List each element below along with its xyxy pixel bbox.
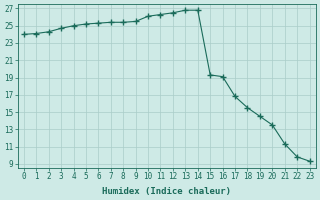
X-axis label: Humidex (Indice chaleur): Humidex (Indice chaleur): [102, 187, 231, 196]
